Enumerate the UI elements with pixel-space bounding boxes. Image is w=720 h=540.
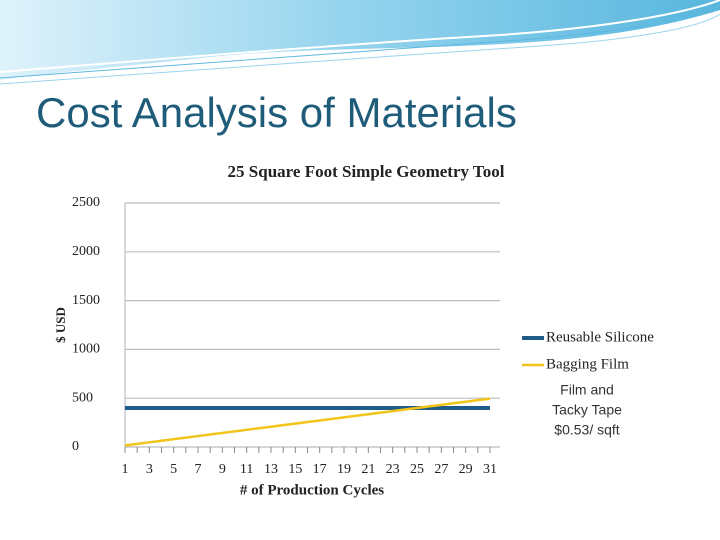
legend-label: Reusable Silicone	[546, 329, 654, 345]
y-tick-label: 1000	[72, 342, 100, 357]
annotation: $0.53/ sqft	[554, 422, 619, 438]
x-tick-label: 19	[337, 462, 351, 477]
x-tick-label: 1	[122, 462, 129, 477]
annotation: Film and	[560, 382, 614, 398]
x-tick-label: 23	[386, 462, 400, 477]
x-tick-label: 7	[195, 462, 202, 477]
slide-title: Cost Analysis of Materials	[36, 89, 517, 136]
x-tick-label: 31	[483, 462, 497, 477]
x-tick-label: 11	[240, 462, 253, 477]
x-tick-label: 15	[288, 462, 302, 477]
y-tick-label: 0	[72, 439, 79, 454]
x-tick-label: 9	[219, 462, 226, 477]
x-tick-label: 13	[264, 462, 278, 477]
x-tick-label: 27	[434, 462, 448, 477]
legend-label: Bagging Film	[546, 356, 629, 372]
x-axis-label: # of Production Cycles	[240, 482, 384, 498]
x-tick-label: 25	[410, 462, 424, 477]
x-tick-label: 17	[313, 462, 327, 477]
x-tick-label: 5	[170, 462, 177, 477]
series-line	[124, 397, 491, 447]
y-axis-label: $ USD	[53, 307, 68, 343]
y-tick-label: 2000	[72, 244, 100, 259]
y-tick-label: 2500	[72, 195, 100, 210]
y-tick-label: 1500	[72, 293, 100, 308]
chart-title: 25 Square Foot Simple Geometry Tool	[228, 162, 505, 181]
x-tick-label: 29	[459, 462, 473, 477]
y-tick-label: 500	[72, 390, 93, 405]
x-tick-label: 21	[361, 462, 375, 477]
header-waves	[0, 0, 720, 85]
annotation: Tacky Tape	[552, 402, 622, 418]
x-tick-label: 3	[146, 462, 153, 477]
